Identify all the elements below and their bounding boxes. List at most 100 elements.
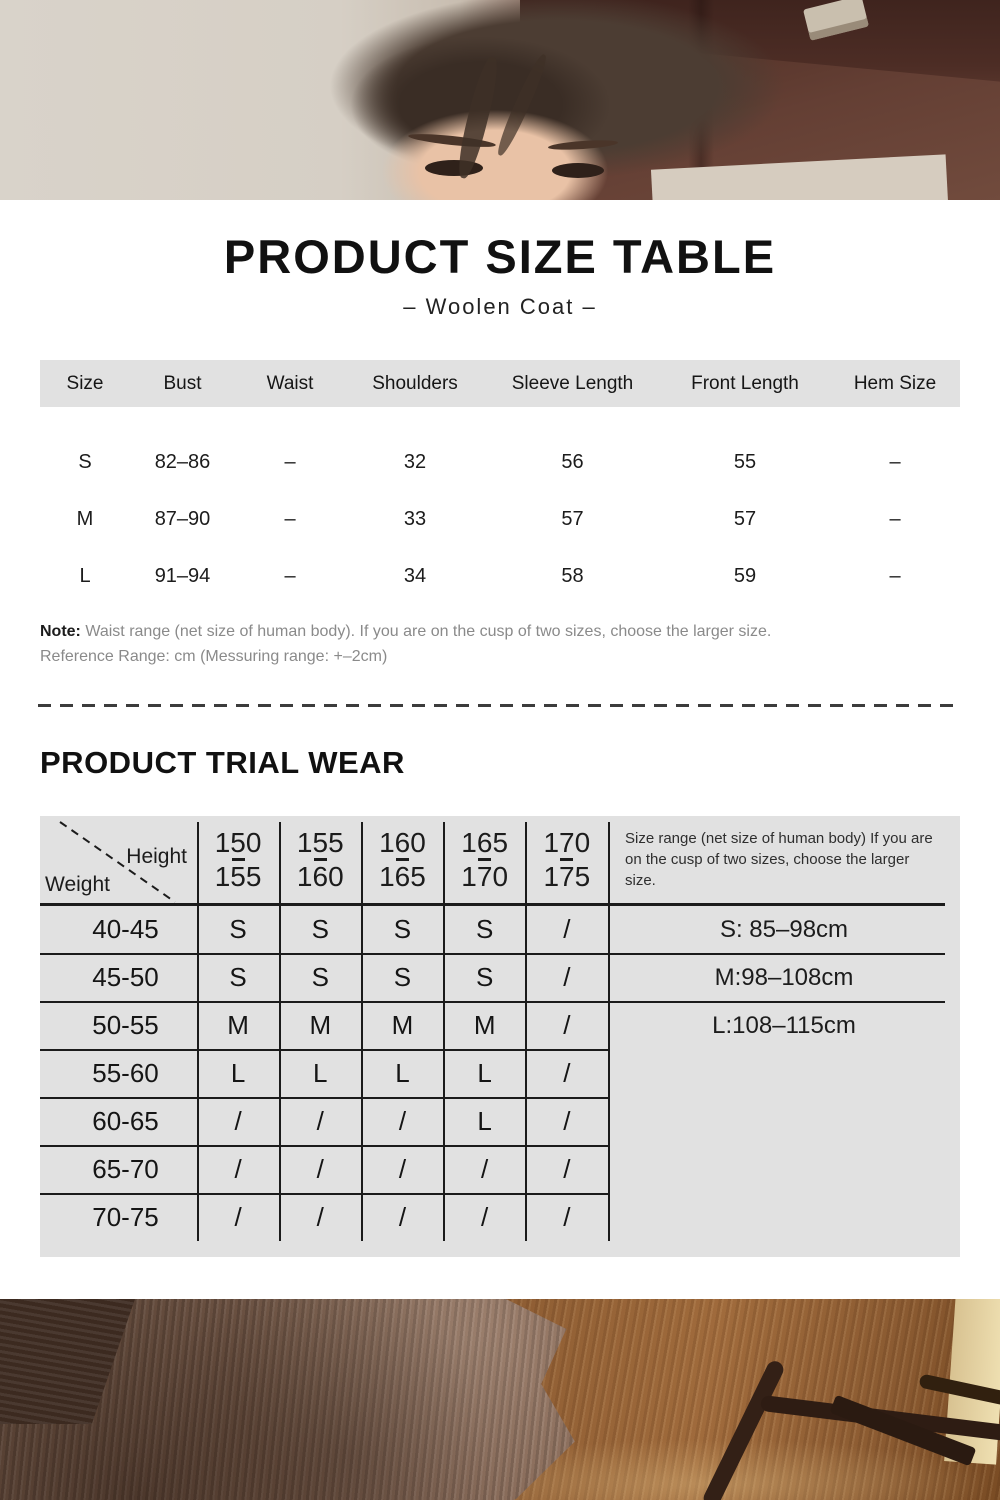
grid-line-row — [40, 1145, 608, 1147]
weight-range-label: 40-45 — [92, 914, 159, 945]
size-range-note: Size range (net size of human body) If y… — [625, 830, 933, 889]
height-range-dash — [231, 858, 245, 861]
hero-photo-model — [0, 0, 1000, 200]
grid-line-vertical — [525, 822, 527, 1241]
size-table-cell: 57 — [733, 508, 757, 530]
trial-size-cell: M — [227, 1010, 249, 1041]
grid-line-vertical — [197, 822, 199, 1241]
trial-size-cell: S — [475, 914, 494, 945]
height-range-header: 150 155 155 160 160 165 165 170 170 175 — [197, 816, 608, 903]
trial-size-cell: / — [316, 1153, 324, 1184]
trial-wear-heading: PRODUCT TRIAL WEAR — [40, 745, 405, 780]
trial-wear-rows: 40-45 S S S S/45-50 S S S S/50-55 M M M M/55-60 L L L L /… — [40, 906, 608, 1241]
trial-size-cell: S — [311, 914, 329, 945]
height-range-dash — [478, 858, 492, 861]
trial-size-cell: / — [563, 1105, 571, 1136]
trial-wear-row: 60-65 / / / L / — [40, 1097, 608, 1145]
size-table-cell: 33 — [403, 508, 427, 530]
weight-range-label: 50-55 — [92, 1010, 159, 1041]
trial-size-cell: / — [234, 1105, 242, 1136]
size-table-cell: – — [889, 508, 901, 530]
grid-line-vertical — [443, 822, 445, 1241]
trial-size-cell: / — [563, 962, 571, 993]
size-table-cell: 55 — [733, 451, 757, 473]
height-range-dash — [313, 858, 327, 861]
trial-size-cell: L — [313, 1058, 328, 1088]
note-text: Waist range (net size of human body). If… — [80, 623, 772, 640]
size-range-m: M:98–108cm — [714, 963, 854, 991]
trial-wear-row: 40-45 S S S S / — [40, 906, 608, 954]
trial-size-cell: S — [229, 914, 247, 945]
page-subtitle: – Woolen Coat – — [403, 294, 597, 319]
weight-range-label: 60-65 — [92, 1105, 159, 1136]
trial-size-cell: S — [311, 962, 329, 993]
diagonal-divider — [59, 821, 176, 903]
size-table-cell: 34 — [403, 565, 427, 587]
footer-photo-coat — [0, 1299, 1000, 1500]
height-range-cell: 165 170 — [444, 816, 526, 903]
trial-size-cell: / — [316, 1201, 324, 1232]
trial-size-cell: / — [563, 1058, 571, 1088]
size-table-row: L 91–94 – 34 58 59 – — [40, 548, 960, 605]
trial-size-cell: M — [391, 1010, 414, 1041]
height-range-top: 160 — [379, 827, 426, 858]
weight-range-label: 70-75 — [92, 1201, 159, 1232]
trial-size-cell: / — [563, 1153, 571, 1184]
height-range-cell: 155 160 — [279, 816, 361, 903]
height-axis-label: Height — [126, 845, 187, 868]
trial-size-cell: L — [477, 1105, 492, 1136]
size-range-l: L:108–115cm — [712, 1011, 856, 1039]
grid-line-vertical — [279, 822, 281, 1241]
weight-range-label: 55-60 — [92, 1058, 159, 1088]
height-range-dash — [395, 858, 409, 861]
trial-wear-row: 70-75 / / / / / — [40, 1193, 608, 1241]
size-table-cell: L — [79, 565, 91, 587]
trial-size-cell: / — [563, 1010, 571, 1041]
trial-size-cell: / — [481, 1201, 489, 1232]
reference-note: Reference Range: cm (Messuring range: +–… — [40, 648, 388, 665]
size-table-column-header: Size — [66, 372, 104, 394]
size-table-cell: M — [76, 508, 94, 530]
trial-wear-row: 50-55 M M M M / — [40, 1002, 608, 1050]
size-table-header: Size Bust Waist Shoulders Sleeve Length … — [40, 360, 960, 407]
height-range-bottom: 165 — [379, 861, 426, 892]
size-table-cell: 59 — [733, 565, 757, 587]
grid-line-row — [40, 1193, 608, 1195]
trial-size-cell: L — [395, 1058, 410, 1088]
height-range-top: 165 — [461, 827, 509, 858]
height-range-bottom: 175 — [543, 861, 591, 892]
photo-model-eye-right — [552, 163, 604, 178]
height-range-dash — [560, 858, 574, 861]
trial-size-cell: / — [234, 1153, 242, 1184]
weight-range-label: 65-70 — [92, 1153, 159, 1184]
weight-axis-label: Weight — [45, 873, 110, 896]
trial-size-cell: S — [393, 914, 412, 945]
photo-corduroy-dark-corner — [0, 1299, 135, 1424]
trial-size-cell: / — [398, 1201, 407, 1232]
trial-wear-row: 55-60 L L L L / — [40, 1050, 608, 1098]
size-table-row: M 87–90 – 33 57 57 – — [40, 491, 960, 548]
height-range-top: 170 — [543, 827, 591, 858]
grid-line-header — [40, 903, 945, 906]
trial-wear-row: 45-50 S S S S / — [40, 954, 608, 1002]
height-range-top: 155 — [296, 827, 344, 858]
height-range-top: 150 — [214, 827, 262, 858]
size-table-row: S 82–86 – 32 56 55 – — [40, 434, 960, 491]
weight-range-label: 45-50 — [92, 962, 159, 993]
trial-size-cell: / — [563, 914, 571, 945]
grid-line-vertical — [608, 822, 610, 1241]
page-title: PRODUCT SIZE TABLE — [223, 230, 777, 283]
size-table-column-header: Waist — [266, 372, 314, 394]
trial-size-cell: / — [563, 1201, 571, 1232]
size-table-cell: 58 — [561, 565, 584, 587]
size-table-cell: – — [284, 565, 296, 587]
trial-size-cell: L — [477, 1058, 492, 1088]
trial-size-cell: / — [316, 1105, 324, 1136]
size-table-cell: – — [889, 451, 901, 473]
size-table-cell: – — [284, 508, 296, 530]
grid-line-row — [40, 1001, 945, 1003]
trial-size-cell: / — [234, 1201, 242, 1232]
height-range-cell: 170 175 — [526, 816, 608, 903]
size-table-cell: 56 — [561, 451, 584, 473]
